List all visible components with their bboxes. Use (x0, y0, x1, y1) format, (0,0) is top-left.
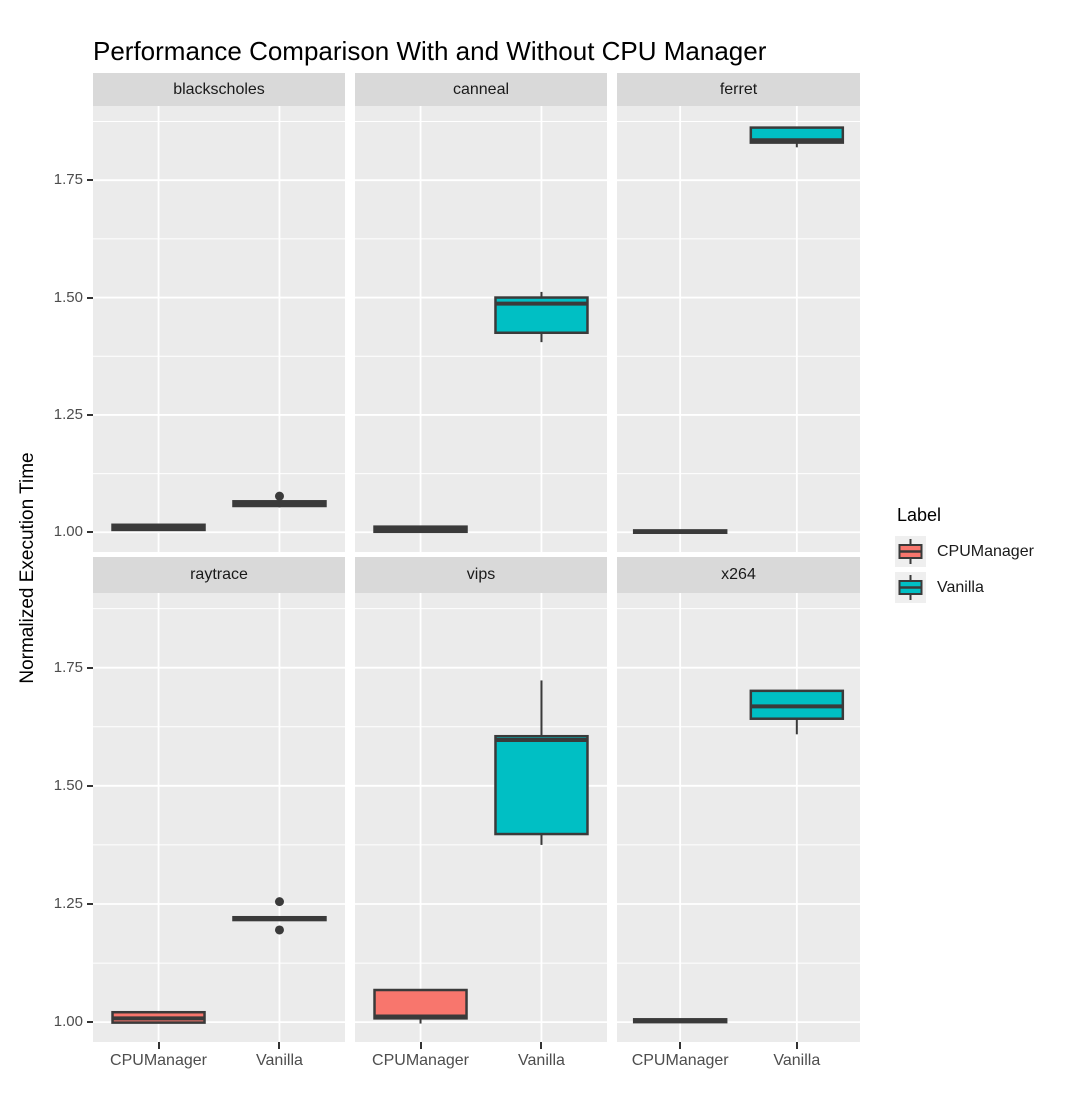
boxplot-raytrace-Vanilla (232, 897, 327, 935)
x-tick-mark (278, 1042, 281, 1049)
x-tick-label: CPUManager (372, 1052, 469, 1069)
facet-strip-blackscholes: blackscholes (93, 73, 345, 106)
boxplot-ferret-CPUManager (632, 529, 728, 535)
y-tick-label: 1.50 (53, 288, 83, 306)
x-tick-label: CPUManager (110, 1052, 207, 1069)
x-tick-mark (679, 1042, 682, 1049)
legend-entry-CPUManager: CPUManager (895, 536, 1078, 567)
boxplot-canneal-CPUManager (373, 525, 468, 534)
facet-strip-canneal: canneal (355, 73, 607, 106)
outlier-point (274, 925, 284, 935)
x-tick-label: CPUManager (631, 1052, 729, 1069)
y-tick-mark (87, 666, 93, 669)
y-tick-mark (87, 413, 93, 416)
outlier-point (274, 897, 284, 907)
boxplot-canneal-Vanilla (494, 291, 589, 343)
boxplot-x264-CPUManager (632, 1018, 728, 1024)
facet-strip-x264: x264 (617, 557, 860, 593)
y-tick-label: 1.00 (53, 1013, 83, 1031)
x-tick-label: Vanilla (256, 1052, 303, 1069)
x-tick-label: Vanilla (518, 1052, 565, 1069)
facet-panel-x264 (617, 593, 860, 1042)
legend-entry-label: CPUManager (937, 542, 1034, 560)
y-tick-mark (87, 1021, 93, 1024)
y-tick-mark (87, 531, 93, 534)
facet-strip-vips: vips (355, 557, 607, 593)
y-tick-mark (87, 296, 93, 299)
legend-entries: CPUManager Vanilla (895, 536, 1078, 603)
facet-panel-blackscholes (93, 106, 345, 552)
legend-key-boxplot-icon (895, 572, 926, 603)
y-tick-label: 1.00 (53, 523, 83, 541)
boxplot-ferret-Vanilla (749, 126, 845, 148)
legend-entry-label: Vanilla (937, 578, 984, 596)
y-tick-label: 1.25 (53, 894, 83, 912)
legend: Label CPUManager Vanilla (895, 505, 1078, 608)
x-tick-mark (540, 1042, 543, 1049)
y-tick-mark (87, 784, 93, 787)
boxplot-vips-Vanilla (494, 680, 589, 845)
x-tick-mark (795, 1042, 798, 1049)
legend-key-boxplot-icon (895, 536, 926, 567)
facet-panel-canneal (355, 106, 607, 552)
y-tick-mark (87, 179, 93, 182)
chart-title: Performance Comparison With and Without … (93, 36, 767, 66)
facet-strip-ferret: ferret (617, 73, 860, 106)
boxplot-vips-CPUManager (373, 988, 468, 1024)
x-tick-mark (419, 1042, 422, 1049)
facet-panel-raytrace (93, 593, 345, 1042)
outlier-point (274, 491, 284, 501)
y-tick-label: 1.75 (53, 658, 83, 676)
boxplot-raytrace-CPUManager (111, 1010, 206, 1024)
boxplot-blackscholes-CPUManager (111, 523, 206, 532)
facet-panel-ferret (617, 106, 860, 552)
x-tick-mark (157, 1042, 160, 1049)
boxplot-blackscholes-Vanilla (232, 491, 327, 508)
legend-entry-Vanilla: Vanilla (895, 572, 1078, 603)
boxplot-x264-Vanilla (749, 689, 845, 735)
x-tick-label: Vanilla (773, 1052, 821, 1069)
facet-strip-raytrace: raytrace (93, 557, 345, 593)
y-tick-label: 1.75 (53, 171, 83, 189)
facet-panel-vips (355, 593, 607, 1042)
legend-title: Label (897, 505, 942, 525)
y-tick-label: 1.50 (53, 776, 83, 794)
y-tick-label: 1.25 (53, 405, 83, 423)
y-axis-title: Normalized Execution Time (17, 452, 38, 684)
y-tick-mark (87, 902, 93, 905)
